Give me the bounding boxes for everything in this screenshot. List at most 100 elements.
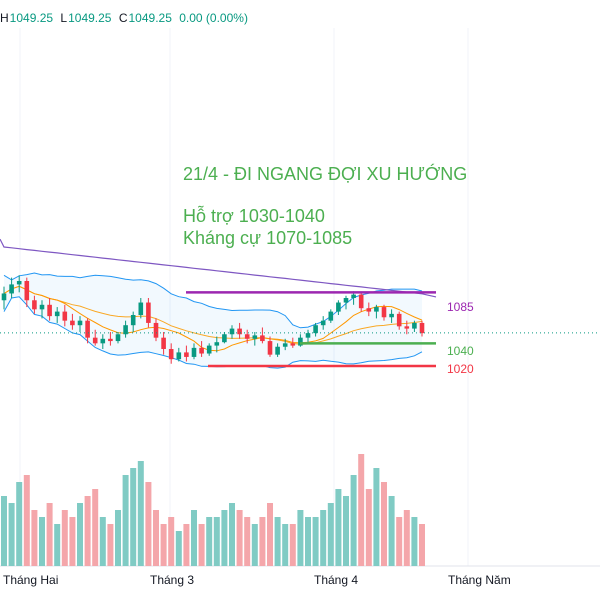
bollinger-upper-line — [3, 272, 423, 329]
x-tick-thang-4: Tháng 4 — [314, 573, 359, 587]
volume-bar-22 — [168, 517, 175, 566]
candle-body-7 — [54, 311, 60, 317]
volume-bar-39 — [297, 510, 304, 566]
candle-body-17 — [130, 315, 136, 326]
candle-body-38 — [290, 343, 296, 346]
volume-bar-12 — [92, 489, 99, 566]
volume-bar-32 — [244, 517, 251, 566]
annotation-support: Hỗ trợ 1030-1040 — [183, 206, 325, 226]
volume-bar-8 — [61, 510, 68, 566]
candle-body-50 — [381, 307, 387, 318]
candle-body-23 — [176, 352, 182, 360]
volume-bar-19 — [145, 482, 152, 566]
candle-body-5 — [39, 304, 45, 310]
candle-body-55 — [419, 322, 425, 334]
ohlc-low-label: L — [60, 11, 68, 25]
volume-bar-5 — [39, 517, 45, 566]
volume-bar-7 — [54, 524, 61, 566]
level-label-1040: 1040 — [447, 344, 474, 358]
ma-short-line — [3, 285, 423, 352]
volume-bar-23 — [175, 531, 182, 566]
candle-body-35 — [267, 341, 273, 355]
volume-bar-21 — [160, 524, 167, 566]
candle-body-29 — [222, 334, 227, 343]
candle-body-22 — [168, 349, 174, 360]
candle-body-51 — [389, 313, 394, 318]
candle-body-16 — [123, 325, 128, 335]
candle-body-28 — [214, 342, 220, 346]
volume-bar-31 — [236, 510, 243, 566]
volume-bar-3 — [23, 475, 30, 566]
bollinger-mid-line — [3, 285, 423, 345]
ohlc-high-value: 1049.25 — [9, 11, 54, 25]
candle-body-24 — [184, 352, 189, 357]
candle-body-47 — [358, 294, 364, 309]
volume-bar-46 — [350, 475, 357, 566]
candle-body-43 — [328, 311, 334, 321]
annotation-title: 21/4 - ĐI NGANG ĐỢI XU HƯỚNG — [183, 164, 468, 184]
candle-body-6 — [47, 304, 52, 317]
candle-body-42 — [320, 320, 326, 326]
volume-bar-30 — [229, 503, 235, 566]
candle-body-30 — [229, 328, 235, 335]
candle-body-46 — [351, 294, 356, 298]
volume-bar-51 — [388, 496, 395, 566]
volume-bar-9 — [69, 517, 76, 566]
volume-bar-6 — [46, 503, 53, 566]
volume-bar-42 — [320, 510, 327, 566]
candle-body-32 — [244, 334, 250, 339]
candle-body-34 — [260, 335, 265, 342]
volume-bar-1 — [8, 503, 15, 566]
volume-bar-26 — [198, 524, 205, 566]
candle-body-52 — [396, 313, 402, 327]
volume-bar-28 — [213, 517, 220, 566]
candle-body-11 — [85, 320, 90, 338]
candle-body-12 — [92, 337, 98, 344]
ohlc-change: 0.00 (0.00%) — [179, 11, 248, 25]
volume-bar-54 — [411, 517, 418, 566]
candle-body-21 — [161, 337, 166, 349]
annotation-resistance: Kháng cự 1070-1085 — [183, 228, 353, 248]
volume-bar-34 — [259, 517, 266, 566]
volume-bar-27 — [206, 517, 213, 566]
volume-bar-52 — [396, 517, 403, 566]
volume-bar-17 — [130, 468, 137, 566]
ohlc-legend: H1049.25 L1049.25 C1049.25 0.00 (0.00%) — [0, 11, 252, 25]
candle-body-37 — [282, 343, 288, 347]
volume-bar-0 — [1, 496, 7, 566]
volume-bar-35 — [267, 503, 273, 566]
volume-bar-25 — [191, 510, 197, 566]
volume-bar-24 — [183, 524, 190, 566]
volume-bar-33 — [251, 524, 258, 566]
volume-bar-43 — [327, 503, 334, 566]
candle-body-4 — [32, 300, 37, 310]
candle-body-14 — [108, 338, 113, 342]
candle-body-0 — [1, 293, 7, 301]
candle-body-15 — [115, 334, 121, 342]
ohlc-close-label: C — [118, 11, 128, 25]
ohlc-close-value: 1049.25 — [128, 11, 172, 25]
candle-body-25 — [191, 347, 197, 357]
volume-bar-18 — [137, 461, 144, 566]
ohlc-high-label: H — [0, 11, 9, 25]
volume-bar-41 — [312, 517, 319, 566]
candle-body-49 — [374, 307, 379, 312]
candle-body-2 — [16, 281, 22, 285]
volume-bar-48 — [365, 489, 372, 566]
volume-bar-55 — [419, 524, 425, 566]
candle-body-19 — [146, 302, 151, 323]
volume-bar-13 — [99, 517, 106, 566]
candle-body-48 — [366, 308, 372, 312]
candle-body-8 — [62, 311, 68, 321]
candle-body-41 — [313, 325, 318, 334]
level-label-1085: 1085 — [447, 300, 474, 314]
candle-body-53 — [404, 326, 410, 329]
candle-body-36 — [275, 346, 280, 355]
candle-body-1 — [9, 284, 14, 294]
volume-bar-14 — [107, 524, 114, 566]
volume-bar-44 — [335, 489, 342, 566]
volume-bar-37 — [282, 524, 289, 566]
x-tick-thang-hai: Tháng Hai — [3, 573, 59, 587]
candle-body-13 — [100, 338, 106, 344]
